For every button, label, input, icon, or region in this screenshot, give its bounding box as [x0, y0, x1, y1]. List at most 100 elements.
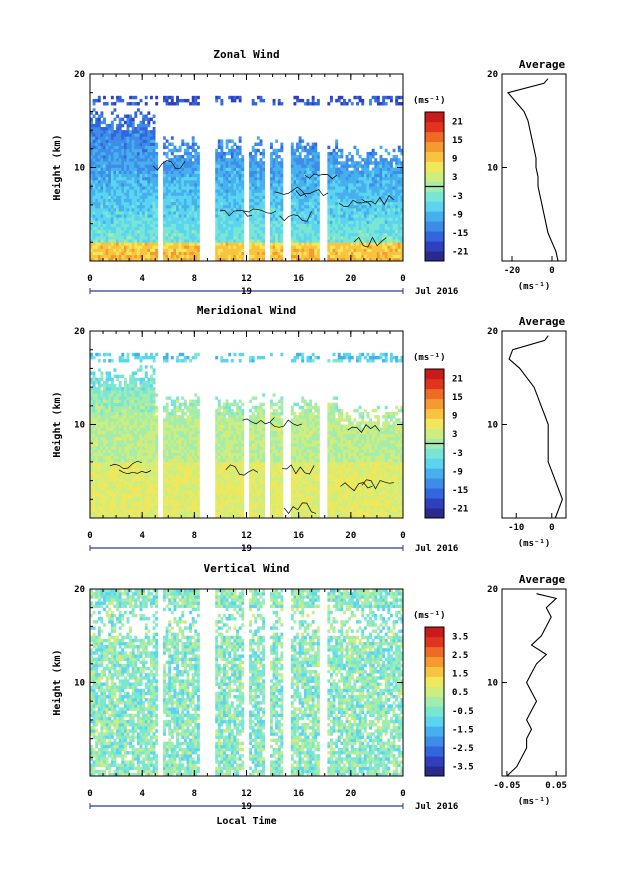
heatmap-cell [191, 223, 195, 228]
heatmap-cell [272, 198, 276, 203]
heatmap-cell [350, 192, 354, 196]
heatmap-cell [306, 142, 310, 146]
heatmap-cell [262, 148, 266, 153]
heatmap-cell [103, 102, 106, 106]
heatmap-cell [371, 195, 375, 199]
heatmap-cell [327, 102, 331, 106]
heatmap-cell [118, 511, 122, 516]
heatmap-cell [181, 220, 185, 224]
heatmap-cell [92, 387, 96, 391]
heatmap-cell [100, 383, 104, 388]
heatmap-cell [348, 239, 352, 243]
x-tick-label: 0 [87, 274, 92, 284]
heatmap-cell [215, 211, 219, 215]
heatmap-cell [228, 239, 232, 243]
heatmap-cell [108, 236, 112, 240]
heatmap-cell [92, 380, 96, 385]
heatmap-cell [329, 223, 333, 228]
heatmap-cell [358, 223, 362, 228]
heatmap-cell [259, 229, 263, 234]
heatmap-cell [298, 242, 302, 246]
heatmap-cell [95, 151, 99, 156]
heatmap-cell [348, 257, 352, 262]
heatmap-cell [129, 145, 133, 150]
heatmap-cell [113, 502, 117, 506]
heatmap-cell [105, 502, 109, 506]
heatmap-cell [269, 198, 273, 203]
heatmap-cell [105, 440, 109, 444]
heatmap-cell [215, 189, 219, 193]
heatmap-cell [168, 95, 172, 100]
heatmap-cell [335, 226, 339, 231]
heatmap-cell [116, 226, 119, 231]
heatmap-cell [358, 195, 362, 199]
heatmap-cell [332, 151, 336, 156]
heatmap-cell [113, 142, 117, 146]
heatmap-cell [103, 211, 106, 215]
heatmap-cell [144, 229, 148, 234]
heatmap-cell [337, 214, 341, 218]
heatmap-cell [215, 170, 219, 175]
heatmap-cell [256, 204, 260, 209]
contour-line [274, 186, 307, 197]
heatmap-cell [251, 248, 255, 252]
heatmap-cell [259, 151, 263, 156]
heatmap-cell [97, 248, 101, 252]
heatmap-cell [196, 242, 200, 246]
heatmap-cell [97, 220, 101, 224]
heatmap-cell [90, 136, 93, 140]
heatmap-cell [392, 232, 396, 237]
heatmap-cell [296, 242, 299, 246]
heatmap-cell [121, 214, 125, 218]
heatmap-cell [361, 102, 365, 106]
heatmap-cell [306, 257, 310, 262]
heatmap-cell [92, 183, 96, 187]
heatmap-cell [113, 508, 117, 513]
heatmap-cell [382, 102, 386, 106]
heatmap-cell [134, 229, 138, 234]
heatmap-cell [92, 461, 96, 466]
heatmap-cell [374, 220, 378, 224]
heatmap-cell [134, 371, 138, 375]
heatmap-cell [353, 195, 357, 199]
heatmap-cell [97, 387, 101, 391]
heatmap-cell [110, 95, 114, 100]
heatmap-cell [134, 477, 138, 481]
heatmap-cell [382, 186, 386, 190]
heatmap-cell [262, 239, 266, 243]
heatmap-cell [103, 415, 106, 419]
heatmap-cell [113, 368, 117, 372]
heatmap-cell [228, 251, 232, 256]
heatmap-cell [118, 489, 122, 494]
heatmap-cell [105, 186, 109, 190]
heatmap-cell [311, 170, 315, 175]
heatmap-cell [131, 257, 135, 262]
heatmap-cell [376, 254, 380, 259]
heatmap-cell [256, 257, 260, 262]
heatmap-cell [103, 471, 106, 475]
heatmap-cell [170, 192, 174, 196]
heatmap-cell [311, 95, 315, 100]
heatmap-cell [100, 214, 104, 218]
heatmap-cell [376, 98, 380, 103]
heatmap-cell [309, 232, 313, 237]
heatmap-cell [131, 223, 135, 228]
heatmap-cell [366, 254, 370, 259]
heatmap-cell [337, 217, 341, 221]
heatmap-cell [129, 449, 133, 453]
heatmap-cell [144, 198, 148, 203]
heatmap-cell [303, 183, 307, 187]
heatmap-cell [256, 136, 260, 140]
heatmap-cell [152, 164, 156, 168]
heatmap-cell [337, 232, 341, 237]
heatmap-cell [90, 477, 93, 481]
heatmap-cell [400, 148, 404, 153]
heatmap-cell [400, 214, 404, 218]
heatmap-cell [389, 254, 393, 259]
heatmap-cell [382, 158, 386, 162]
heatmap-cell [92, 145, 96, 150]
heatmap-cell [134, 383, 138, 388]
heatmap-cell [371, 198, 375, 203]
heatmap-cell [92, 192, 96, 196]
heatmap-cell [314, 220, 318, 224]
